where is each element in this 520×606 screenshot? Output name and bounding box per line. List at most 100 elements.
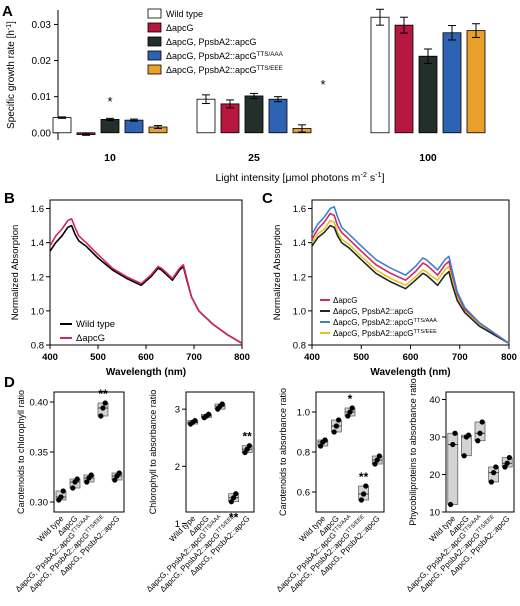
x-axis-label: Light intensity [μmol photons m-2 s-1] [215, 170, 384, 185]
data-point [345, 413, 351, 419]
data-point [206, 411, 212, 417]
x-tick-label: 800 [234, 352, 250, 363]
data-point [318, 443, 324, 449]
bar-ttsapcG [244, 95, 264, 134]
series-line-line_apcG [49, 218, 243, 344]
x-category-label: 100 [419, 152, 437, 164]
y-tick-label: 0.30 [30, 498, 49, 509]
data-point [376, 453, 382, 459]
panel-label-a: A [2, 3, 13, 20]
series-line-line_aaa [311, 206, 510, 344]
series-line-line_comp [311, 224, 510, 344]
y-tick-label: 1 [175, 519, 180, 530]
data-point [102, 400, 108, 406]
panel-d-ratio-charts: 0.30 0.35 0.40 Carotenoids to chlorophyll r… [14, 378, 515, 594]
bar-wt [52, 117, 72, 134]
x-category-label: 25 [248, 152, 260, 164]
series-line-line_eee [311, 219, 510, 344]
bar-eee [466, 30, 486, 134]
bar-aaa [442, 32, 462, 134]
data-point [58, 494, 64, 500]
bar-ttsapcG [100, 119, 120, 134]
data-point [233, 491, 239, 497]
legend-label: ΔapcG, PpsbA2::apcGTTS/EEE [166, 65, 283, 76]
data-point [98, 413, 104, 419]
ratio-chart-3: 0.6 0.8 1.0 Carotenoids to absorbance ratio… [275, 388, 385, 594]
y-tick-label: 0.6 [297, 488, 310, 499]
data-point [479, 419, 485, 425]
bar-wt [370, 16, 390, 134]
bar-wt [196, 98, 216, 134]
data-point [347, 409, 353, 415]
data-point [246, 443, 252, 449]
significance-star: ** [359, 470, 369, 484]
y-tick-label: 1.2 [293, 272, 306, 283]
significance-star: * [348, 392, 353, 406]
data-point [450, 441, 456, 448]
data-point [506, 455, 512, 461]
panel-label-b: B [4, 190, 15, 207]
data-point [333, 423, 339, 429]
data-point [84, 479, 90, 485]
legend-swatch-wt [147, 8, 162, 19]
y-axis-label: Specific growth rate [h-1] [6, 21, 18, 129]
data-point [88, 472, 94, 478]
data-point [372, 461, 378, 467]
data-point [488, 479, 494, 485]
significance-star: * [107, 94, 112, 109]
data-point [112, 477, 118, 483]
data-point [374, 457, 380, 463]
panel-label-d: D [4, 374, 15, 391]
y-axis-label: Carotenoids to absorbance ratio [278, 388, 288, 516]
y-axis-label: Normalized Absorption [272, 225, 283, 321]
data-point [219, 401, 225, 407]
data-point [361, 491, 367, 497]
x-tick-label: 800 [501, 352, 517, 363]
x-tick-label: 700 [452, 352, 468, 363]
legend-label: ΔapcG [166, 23, 194, 33]
y-tick-label: 1.6 [293, 204, 306, 215]
x-tick-label: 700 [186, 352, 202, 363]
data-point [322, 437, 328, 443]
data-point [192, 417, 198, 424]
data-point [452, 430, 458, 436]
x-axis-label: Wavelength (nm) [370, 367, 450, 378]
y-tick-label: 1.4 [31, 238, 44, 249]
legend-label: ΔapcG, PpsbA2::apcGTTS/EEE [333, 329, 437, 338]
significance-star: * [320, 77, 325, 92]
plot-frame [185, 391, 255, 513]
panel-b-absorption-chart: 0.8 1.0 1.2 1.4 1.6 400 500 600 700 800 Normalized… [10, 199, 250, 378]
data-point [493, 464, 499, 470]
legend-label: ΔapcG [333, 296, 357, 305]
y-tick-label: 0.00 [32, 128, 52, 139]
legend-label: Wild type [76, 319, 115, 330]
y-tick-label: 0.8 [293, 341, 306, 352]
legend-label: ΔapcG, PpsbA2::apcG [333, 307, 414, 316]
x-axis-label: Wavelength (nm) [106, 367, 186, 378]
legend-swatch-aaa [147, 50, 162, 61]
y-tick-label: 10 [429, 508, 440, 519]
legend-label: Wild type [166, 9, 203, 19]
data-point [70, 485, 76, 491]
y-tick-label: 2 [175, 462, 180, 473]
data-point [363, 483, 369, 489]
data-point [502, 464, 508, 470]
legend-swatch-eee [147, 64, 162, 75]
bar-ttsapcG [418, 55, 438, 134]
data-point [74, 476, 80, 482]
data-point [336, 417, 342, 423]
legend-label: ΔapcG [76, 333, 105, 344]
data-point [349, 405, 355, 411]
bar-aaa [268, 98, 288, 134]
panel-a-growth-chart: 0.00 0.01 0.02 0.03 Specific growth rate [h-… [6, 8, 486, 185]
data-point [466, 432, 472, 438]
data-point [504, 460, 510, 466]
y-axis-label: Normalized Absorption [10, 225, 21, 321]
y-tick-label: 0.8 [297, 448, 310, 459]
bar-apcG [394, 24, 414, 134]
legend-swatch-apcG [147, 22, 162, 33]
y-tick-label: 1.4 [293, 238, 306, 249]
ratio-chart-4: 10 20 30 40 Phycobiliproteins to absorbance … [405, 378, 515, 594]
